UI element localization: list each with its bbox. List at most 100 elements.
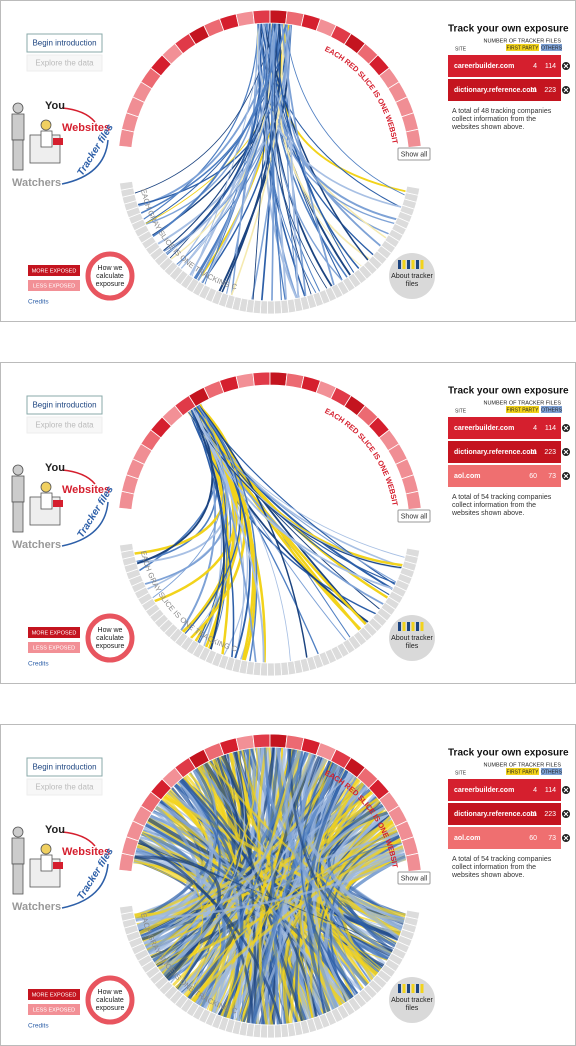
site-row[interactable]	[448, 55, 561, 77]
tracker-slice[interactable]	[266, 300, 275, 315]
tracker-slice[interactable]	[119, 904, 134, 915]
tracker-slice[interactable]	[273, 662, 283, 677]
user-body	[40, 492, 53, 510]
you-label: You	[45, 824, 65, 836]
remove-icon	[563, 425, 569, 431]
tracker-note: A total of 48 tracking companies	[452, 108, 552, 115]
watchers-label: Watchers	[12, 177, 61, 189]
website-slice[interactable]	[118, 128, 135, 148]
laptop	[53, 500, 63, 507]
about-icon-stripe	[402, 984, 406, 993]
connection-curve	[133, 793, 216, 917]
connection-curve	[188, 410, 291, 662]
site-row[interactable]	[448, 779, 561, 801]
site-row[interactable]	[448, 79, 561, 101]
watchers-label: Watchers	[12, 901, 61, 913]
intro-button-label: Begin introduction	[32, 401, 96, 410]
website-slice[interactable]	[235, 734, 255, 752]
legend-more-label: MORE EXPOSED	[32, 268, 77, 274]
remove-icon	[563, 835, 569, 841]
tracker-note: A total of 54 tracking companies	[452, 856, 552, 863]
how-button-ring[interactable]	[85, 613, 135, 663]
website-slice[interactable]	[252, 733, 271, 749]
credits-link[interactable]: Credits	[28, 661, 49, 668]
website-slice[interactable]	[269, 371, 288, 387]
site-row[interactable]	[448, 417, 561, 439]
first-party-count: 60	[529, 473, 537, 480]
show-all-button[interactable]	[397, 509, 431, 523]
how-button-ring[interactable]	[85, 251, 135, 301]
intro-button[interactable]	[26, 757, 103, 777]
legend-more-label: MORE EXPOSED	[32, 630, 77, 636]
connection-curve	[296, 751, 397, 945]
credits-link[interactable]: Credits	[28, 1023, 49, 1030]
how-button-ring[interactable]	[85, 975, 135, 1025]
connection-curve	[197, 404, 257, 663]
connection-curve	[135, 857, 407, 921]
explore-button[interactable]	[26, 778, 103, 796]
show-all-button[interactable]	[397, 871, 431, 885]
about-icon-stripe	[416, 984, 419, 993]
how-button-label: calculate	[96, 997, 124, 1004]
website-slice[interactable]	[269, 733, 288, 749]
tracker-slice[interactable]	[119, 180, 134, 191]
show-all-label: Show all	[401, 151, 428, 158]
watcher-head	[12, 464, 24, 476]
connection-curve	[246, 753, 316, 1024]
website-slice[interactable]	[405, 490, 422, 510]
website-slice[interactable]	[118, 490, 135, 510]
user-body	[40, 130, 53, 148]
website-slice[interactable]	[235, 10, 255, 28]
website-slice[interactable]	[235, 372, 255, 390]
site-name: careerbuilder.com	[454, 63, 514, 70]
tracker-slice[interactable]	[266, 662, 275, 677]
how-button-label: exposure	[96, 281, 125, 288]
about-icon-stripe	[398, 260, 401, 269]
tracker-slice[interactable]	[119, 542, 134, 553]
connection-curve	[186, 830, 398, 998]
site-name: careerbuilder.com	[454, 425, 514, 432]
explore-button[interactable]	[26, 54, 103, 72]
website-slice[interactable]	[252, 9, 271, 25]
website-slice[interactable]	[405, 852, 422, 872]
illustration	[11, 826, 63, 895]
user-body	[40, 854, 53, 872]
connection-curve	[188, 411, 402, 569]
show-all-button[interactable]	[397, 147, 431, 161]
website-slice[interactable]	[118, 852, 135, 872]
tracker-slice[interactable]	[273, 1024, 283, 1039]
site-row[interactable]	[448, 803, 561, 825]
tracker-header: NUMBER OF TRACKER FILES	[483, 400, 561, 406]
website-slice[interactable]	[252, 371, 271, 387]
first-party-count: 4	[533, 787, 537, 794]
about-icon-stripe	[420, 260, 424, 269]
about-icon-stripe	[398, 622, 401, 631]
site-row[interactable]	[448, 827, 561, 849]
tracker-slice[interactable]	[266, 1024, 275, 1039]
illustration	[11, 102, 63, 171]
watcher-head	[12, 826, 24, 838]
blue-arrow	[61, 863, 109, 909]
connection-curve	[190, 837, 402, 1002]
first-party-count: 11	[530, 87, 537, 94]
show-all-label: Show all	[401, 513, 428, 520]
tracker-slice[interactable]	[273, 300, 283, 315]
website-slice[interactable]	[269, 9, 288, 25]
explore-button[interactable]	[26, 416, 103, 434]
connection-curve	[252, 763, 339, 1025]
connection-curve	[197, 404, 308, 659]
first-party-header: FIRST PARTY	[507, 45, 540, 51]
legend-less-label: LESS EXPOSED	[33, 1007, 75, 1013]
credits-link[interactable]: Credits	[28, 299, 49, 306]
connection-curve	[169, 22, 277, 259]
user-head	[40, 843, 52, 855]
connections	[134, 22, 407, 301]
website-slice[interactable]	[405, 128, 422, 148]
intro-button[interactable]	[26, 395, 103, 415]
blue-arrow	[61, 139, 109, 185]
intro-button[interactable]	[26, 33, 103, 53]
connection-curve	[154, 752, 245, 964]
site-row[interactable]	[448, 441, 561, 463]
connection-curve	[221, 23, 281, 293]
site-row[interactable]	[448, 465, 561, 487]
